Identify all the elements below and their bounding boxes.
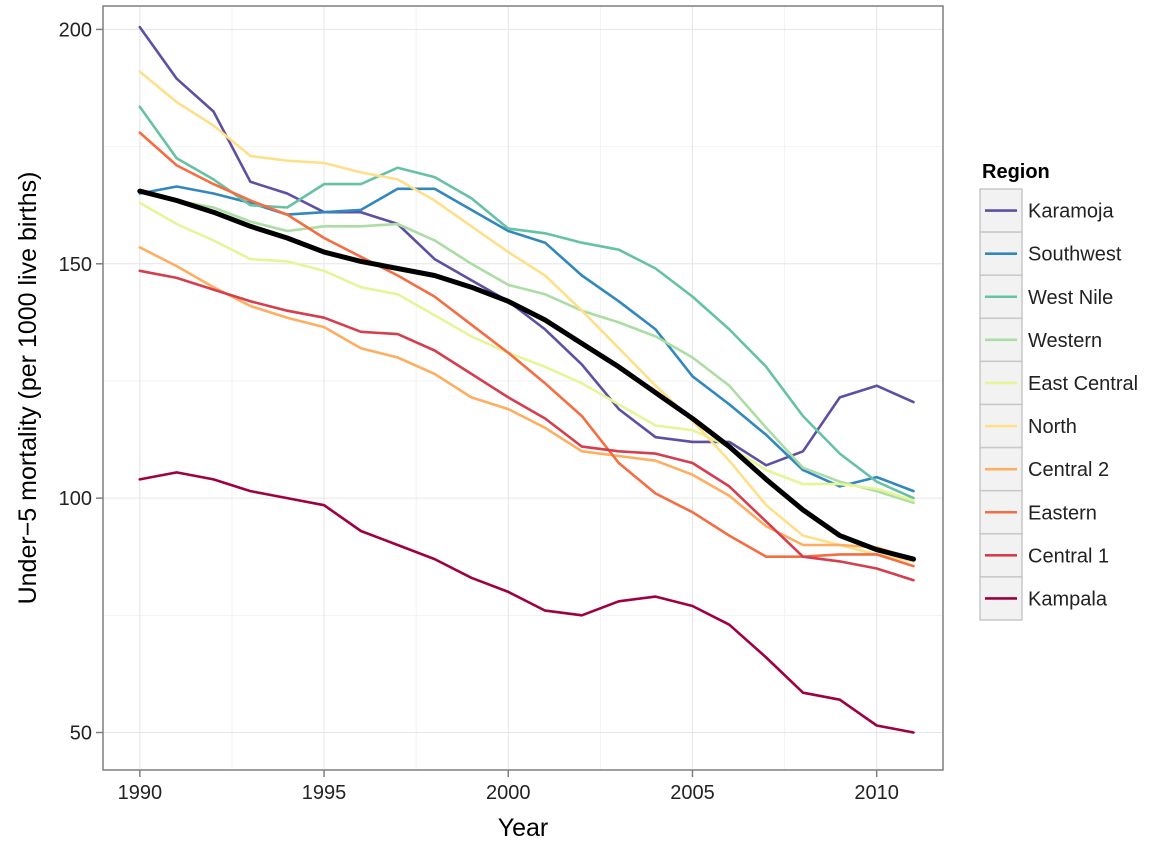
x-axis-title: Year: [498, 814, 549, 842]
legend-label-west-nile: West Nile: [1028, 287, 1113, 309]
legend-label-karamoja: Karamoja: [1028, 201, 1114, 223]
legend-title: Region: [982, 161, 1050, 183]
x-tick-label: 1990: [118, 782, 163, 804]
series-line-eastern: [138, 131, 915, 568]
grid-minor: [103, 6, 943, 770]
x-tick-label: 2005: [670, 782, 715, 804]
legend: Region Karamoja Southwest West Nile Western…: [979, 161, 1138, 621]
x-tick-label: 2010: [854, 782, 899, 804]
y-tick-label: 200: [59, 19, 92, 41]
legend-label-western: Western: [1028, 330, 1102, 352]
series-line-kampala: [138, 471, 915, 734]
series-line-east-central: [138, 201, 915, 502]
legend-label-central-2: Central 2: [1028, 459, 1109, 481]
legend-label-eastern: Eastern: [1028, 502, 1097, 524]
x-axis-ticks: 1990 1995 2000 2005 2010: [118, 770, 899, 804]
plot-border: [102, 5, 944, 771]
y-tick-label: 50: [70, 723, 92, 745]
y-axis-ticks: 50 100 150 200: [59, 19, 103, 745]
x-tick-label: 2000: [486, 782, 531, 804]
y-axis-title: Under−5 mortality (per 1000 live births): [14, 172, 42, 605]
legend-label-kampala: Kampala: [1028, 588, 1108, 610]
legend-label-southwest: Southwest: [1028, 244, 1122, 266]
legend-label-central-1: Central 1: [1028, 545, 1109, 567]
legend-label-north: North: [1028, 416, 1077, 438]
x-tick-label: 1995: [302, 782, 347, 804]
y-tick-label: 100: [59, 488, 92, 510]
series-lines: [137, 25, 916, 734]
legend-items: Karamoja Southwest West Nile Western East Ce…: [979, 188, 1138, 621]
legend-label-east-central: East Central: [1028, 373, 1138, 395]
series-line-overall: [137, 188, 916, 562]
y-tick-label: 150: [59, 254, 92, 276]
series-line-central-1: [138, 269, 915, 582]
series-line-western: [138, 189, 915, 505]
grid-major: [103, 6, 943, 770]
series-line-karamoja: [138, 25, 915, 467]
series-line-central-2: [138, 246, 915, 561]
series-line-north: [138, 70, 915, 563]
